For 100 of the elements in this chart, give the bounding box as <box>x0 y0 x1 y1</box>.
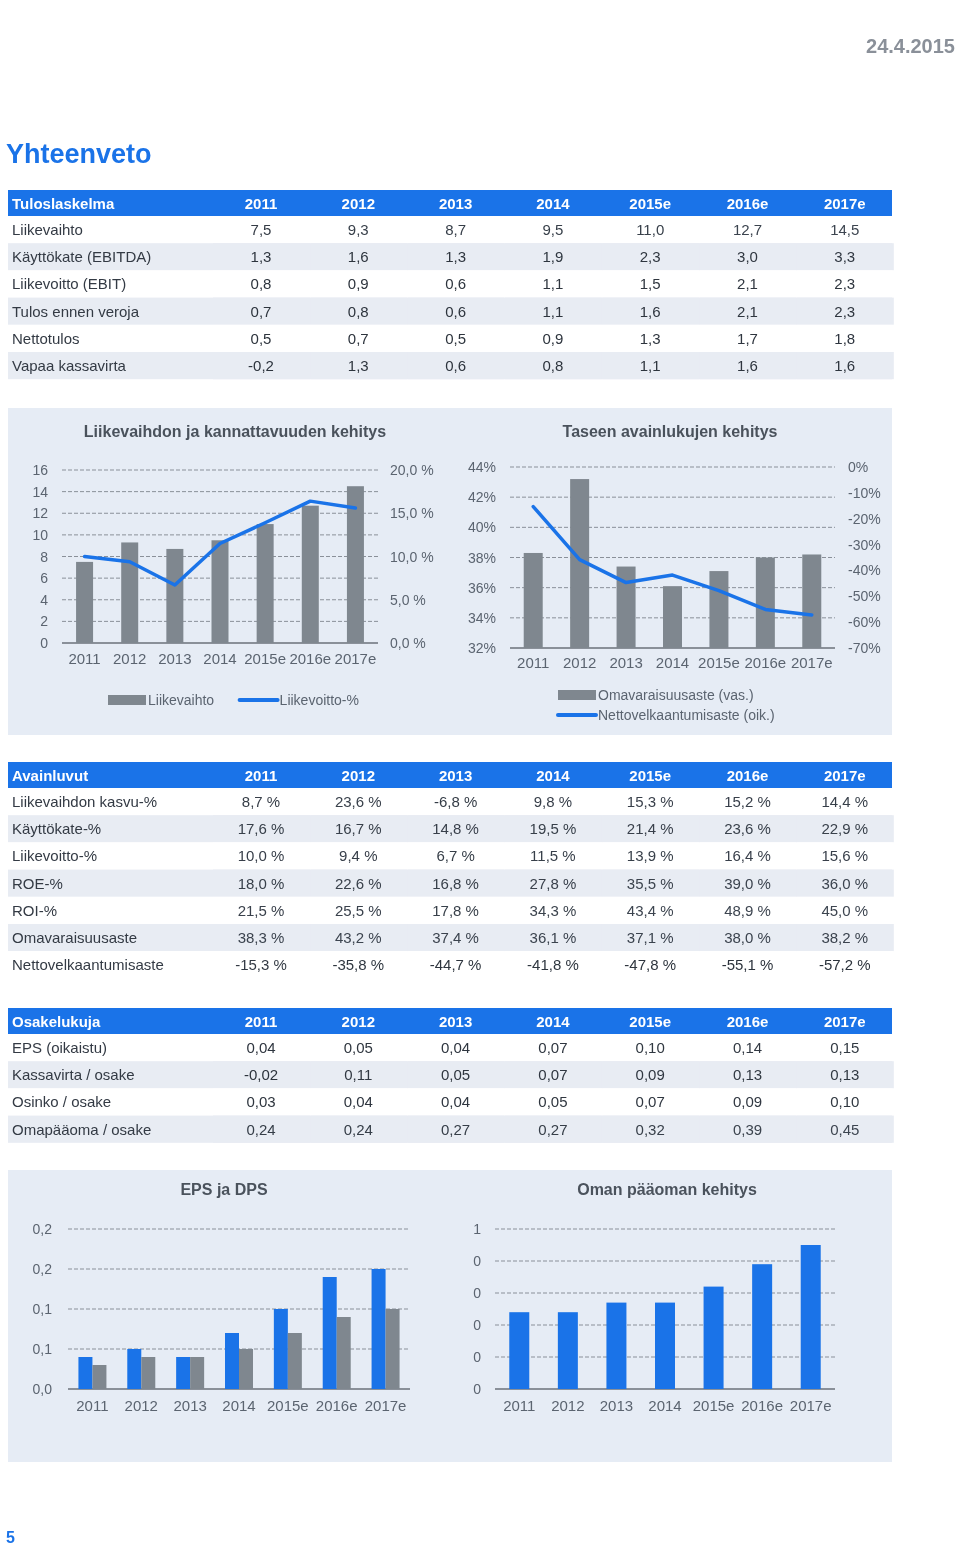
data-label: 11,0 <box>636 221 665 238</box>
data-label: 6,7 % <box>436 847 475 865</box>
data-label: 0,13 <box>830 1066 860 1084</box>
x-tick-label: 2017e <box>823 195 866 212</box>
data-label: -6,8 % <box>433 793 478 810</box>
data-label: 15,3 % <box>626 793 674 810</box>
y-tick-label: 4 <box>40 591 49 608</box>
x-tick-label: 2017e <box>364 1397 407 1414</box>
data-label: 2,3 <box>639 248 661 266</box>
y-tick-label: Käyttökate-% <box>12 820 102 838</box>
data-label: 0,10 <box>830 1093 860 1111</box>
data-label: 0,8 <box>250 275 272 293</box>
data-label: 25,5 % <box>334 901 382 919</box>
data-label: -35,8 % <box>332 956 385 974</box>
text: Osakelukuja <box>12 1013 102 1030</box>
data-label: 1,8 <box>834 329 856 347</box>
x-tick-label: 2012 <box>551 1397 585 1414</box>
data-label: 0,04 <box>441 1039 471 1056</box>
data-label: 0,32 <box>635 1120 665 1138</box>
data-label: 16,7 % <box>334 820 382 838</box>
y-tick-label: 1 <box>473 1221 482 1237</box>
y-tick-label: 44% <box>467 459 496 475</box>
data-label: -44,7 % <box>429 956 482 974</box>
data-label: 0,5 <box>445 329 467 347</box>
data-label: 1,3 <box>250 248 272 266</box>
text: 5 <box>6 1529 15 1546</box>
y-tick-label: 8 <box>40 548 49 565</box>
data-label: 43,4 % <box>626 901 674 919</box>
y-tick-label: Osinko / osake <box>12 1093 112 1111</box>
data-label: 14,8 % <box>432 820 479 838</box>
text: 24.4.2015 <box>866 35 955 57</box>
data-label: 0,09 <box>732 1093 763 1111</box>
data-label: 16,4 % <box>724 847 771 865</box>
x-tick-label: 2013 <box>599 1397 634 1414</box>
x-tick-label: 2016e <box>741 1397 783 1414</box>
y-tick-label: 0,0 <box>32 1381 53 1397</box>
x-tick-label: 2016e <box>726 1013 769 1030</box>
data-label: 9,3 <box>347 221 369 238</box>
data-label: 0,7 <box>250 302 272 320</box>
data-label: 11,5 % <box>530 847 576 865</box>
data-label: 2,3 <box>834 275 856 293</box>
legend-label: Liikevoitto-% <box>279 692 359 708</box>
data-label: 19,5 % <box>529 820 577 838</box>
x-tick-label: 2016e <box>315 1397 358 1414</box>
y2-tick-label: 15,0 % <box>390 505 434 522</box>
x-tick-label: 2014 <box>655 654 690 671</box>
y2-tick-label: 0,0 % <box>390 635 426 651</box>
y2-tick-label: 10,0 % <box>390 548 434 565</box>
data-label: 1,9 <box>542 248 564 266</box>
y-tick-label: Liikevaihdon kasvu-% <box>12 793 158 810</box>
y2-tick-label: -20% <box>848 510 881 527</box>
y-tick-label: Omavaraisuusaste <box>12 929 138 946</box>
x-tick-label: 2017e <box>823 1013 866 1030</box>
data-label: 0,11 <box>344 1066 373 1084</box>
x-tick-label: 2012 <box>562 654 597 671</box>
y2-tick-label: 20,0 % <box>390 462 434 478</box>
y2-tick-label: 5,0 % <box>390 591 426 608</box>
y-tick-label: EPS (oikaistu) <box>12 1039 108 1056</box>
y-tick-label: 0 <box>473 1317 482 1333</box>
chart-title: Taseen avainlukujen kehitys <box>562 423 778 440</box>
data-label: -41,8 % <box>527 956 579 974</box>
x-tick-label: 2012 <box>341 195 375 212</box>
y-tick-label: 0,2 <box>32 1261 53 1277</box>
data-label: -55,1 % <box>721 956 774 974</box>
data-label: 8,7 <box>445 221 467 238</box>
y-tick-label: 0,1 <box>32 1301 53 1317</box>
data-label: 9,4 % <box>339 847 378 865</box>
x-tick-label: 2011 <box>503 1397 536 1414</box>
y-tick-label: 34% <box>467 609 496 626</box>
y-tick-label: ROE-% <box>12 874 63 892</box>
data-label: 43,2 % <box>334 929 382 946</box>
y-tick-label: Vapaa kassavirta <box>12 357 127 374</box>
y2-tick-label: -40% <box>848 562 881 579</box>
y-tick-label: 38% <box>467 549 496 566</box>
data-label: 0,04 <box>441 1093 471 1111</box>
y-tick-label: 0 <box>473 1253 482 1269</box>
y2-tick-label: -70% <box>848 640 881 656</box>
x-tick-label: 2014 <box>222 1397 256 1414</box>
data-label: 38,0 % <box>724 929 771 946</box>
y2-tick-label: 0% <box>848 459 869 475</box>
data-label: 21,4 % <box>626 820 674 838</box>
data-label: 1,6 <box>347 248 369 266</box>
chart-title: Oman pääoman kehitys <box>577 1181 757 1198</box>
x-tick-label: 2012 <box>341 1013 375 1030</box>
data-label: -0,2 <box>248 357 274 374</box>
data-label: 9,5 <box>542 221 564 238</box>
x-tick-label: 2012 <box>124 1397 158 1414</box>
data-label: 0,9 <box>347 275 369 293</box>
y-tick-label: 40% <box>467 519 496 536</box>
data-label: 15,2 % <box>724 793 771 810</box>
data-label: 0,07 <box>635 1093 665 1111</box>
data-label: 10,0 % <box>237 847 285 865</box>
x-tick-label: 2014 <box>203 650 237 667</box>
y-tick-label: 14 <box>32 483 49 500</box>
x-tick-label: 2014 <box>536 195 571 212</box>
x-tick-label: 2014 <box>536 1013 571 1030</box>
x-tick-label: 2013 <box>438 1013 473 1030</box>
data-label: 45,0 % <box>821 901 869 919</box>
x-tick-label: 2015e <box>629 1013 672 1030</box>
y-tick-label: Nettovelkaantumisaste <box>12 956 164 974</box>
